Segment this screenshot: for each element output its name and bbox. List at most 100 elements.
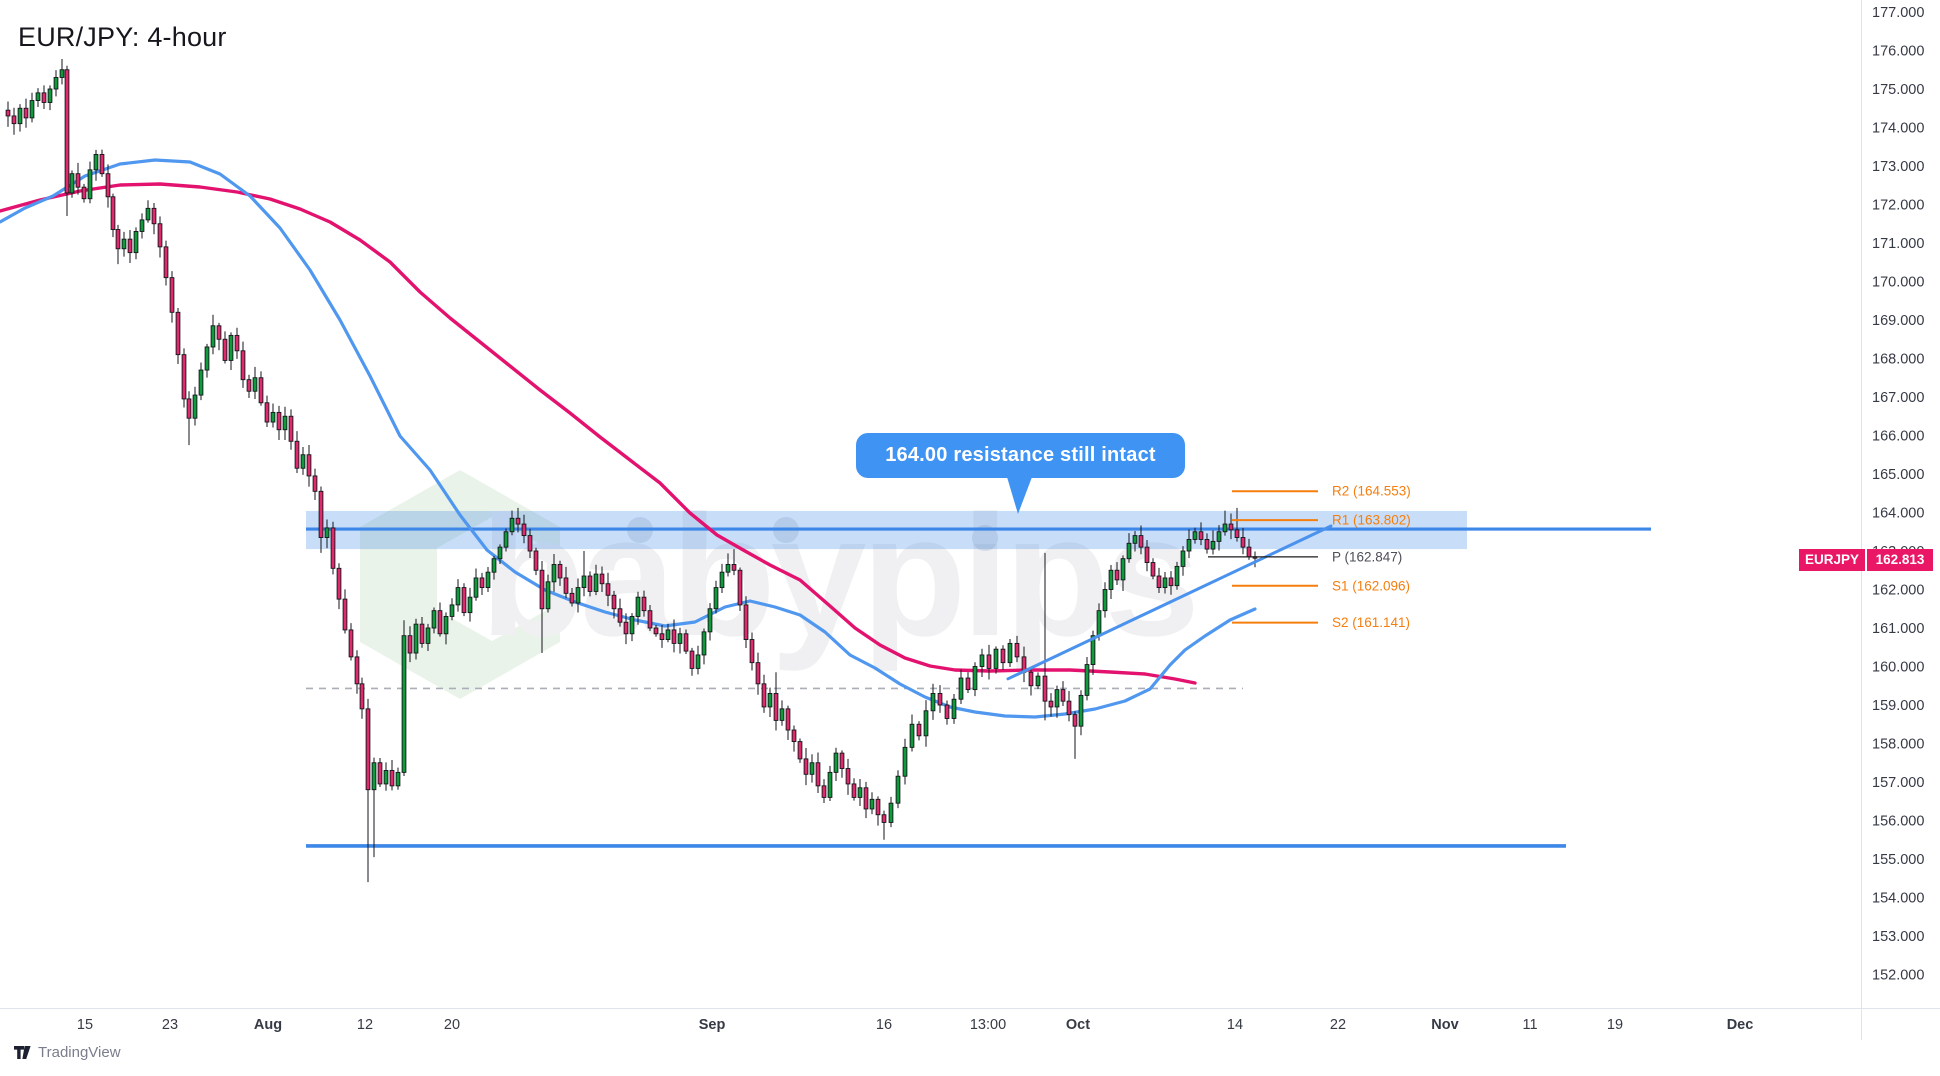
candle-down xyxy=(851,783,857,798)
candle-down xyxy=(761,683,767,708)
price-axis-tick[interactable]: 161.000 xyxy=(1872,621,1924,637)
time-axis-tick[interactable]: Aug xyxy=(254,1017,282,1033)
candle-down xyxy=(1228,523,1234,531)
price-axis-tick[interactable]: 174.000 xyxy=(1872,121,1924,137)
time-axis-tick[interactable]: 22 xyxy=(1330,1017,1346,1033)
time-axis-tick[interactable]: 23 xyxy=(162,1017,178,1033)
candle-down xyxy=(110,196,116,230)
price-axis-tick[interactable]: 159.000 xyxy=(1872,698,1924,714)
candle-down xyxy=(348,629,354,658)
candle-up xyxy=(1078,694,1084,727)
candle-up xyxy=(725,564,731,573)
price-axis-tick[interactable]: 170.000 xyxy=(1872,275,1924,291)
candle-up xyxy=(551,564,557,583)
drawing-handle[interactable] xyxy=(972,525,998,551)
candle-down xyxy=(216,325,222,340)
price-axis-tick[interactable]: 152.000 xyxy=(1872,968,1924,984)
candle-down xyxy=(64,69,70,194)
candle-up xyxy=(443,616,449,635)
candle-down xyxy=(617,608,623,623)
time-axis-tick[interactable]: 15 xyxy=(77,1017,93,1033)
candle-up xyxy=(35,92,41,101)
time-axis-tick[interactable]: Oct xyxy=(1066,1017,1090,1033)
price-axis-tick[interactable]: 166.000 xyxy=(1872,429,1924,445)
candle-down xyxy=(659,633,665,641)
price-axis-tick[interactable]: 168.000 xyxy=(1872,352,1924,368)
candle-up xyxy=(467,596,473,614)
candle-down xyxy=(1204,539,1210,550)
candle-down xyxy=(479,577,485,589)
candle-down xyxy=(1150,562,1156,577)
candle-up xyxy=(1108,569,1114,590)
time-axis-tick[interactable]: Sep xyxy=(699,1017,726,1033)
candle-up xyxy=(413,623,419,654)
time-axis-tick[interactable]: 14 xyxy=(1227,1017,1243,1033)
candle-down xyxy=(246,379,252,392)
price-axis-tick[interactable]: 165.000 xyxy=(1872,467,1924,483)
candle-down xyxy=(937,693,943,706)
candle-down xyxy=(623,621,629,635)
price-axis-tick[interactable]: 153.000 xyxy=(1872,929,1924,945)
candle-up xyxy=(473,577,479,598)
candle-up xyxy=(17,107,23,125)
candle-down xyxy=(181,354,187,400)
symbol-label: EURJPY xyxy=(1799,549,1866,571)
candle-down xyxy=(1028,671,1034,687)
price-axis-tick[interactable]: 156.000 xyxy=(1872,814,1924,830)
candle-up xyxy=(503,531,509,548)
time-axis-tick[interactable]: Dec xyxy=(1727,1017,1754,1033)
price-axis-tick[interactable]: 177.000 xyxy=(1872,5,1924,21)
candle-up xyxy=(204,346,210,371)
candle-up xyxy=(53,76,59,90)
candle-up xyxy=(665,629,671,640)
candle-up xyxy=(1054,689,1060,708)
candle-down xyxy=(127,238,133,254)
candle-up xyxy=(401,635,407,773)
page-title: EUR/JPY: 4-hour xyxy=(18,22,227,52)
candle-down xyxy=(342,598,348,631)
candle-up xyxy=(581,575,587,589)
price-axis-tick[interactable]: 172.000 xyxy=(1872,198,1924,214)
candle-down xyxy=(731,564,737,571)
candle-down xyxy=(749,639,755,664)
price-axis-tick[interactable]: 176.000 xyxy=(1872,44,1924,60)
candle-down xyxy=(539,569,545,610)
price-axis-tick[interactable]: 171.000 xyxy=(1872,236,1924,252)
candle-up xyxy=(719,571,725,589)
pivot-level-label: R2 (164.553) xyxy=(1332,484,1411,499)
price-axis-tick[interactable]: 160.000 xyxy=(1872,660,1924,676)
candle-up xyxy=(707,608,713,633)
price-axis-tick[interactable]: 167.000 xyxy=(1872,390,1924,406)
price-axis-tick[interactable]: 169.000 xyxy=(1872,313,1924,329)
candle-up xyxy=(139,219,145,232)
candle-up xyxy=(491,558,497,573)
candle-down xyxy=(157,223,163,248)
candle-down xyxy=(105,173,111,198)
time-axis-tick[interactable]: Nov xyxy=(1431,1017,1458,1033)
price-axis-tick[interactable]: 162.000 xyxy=(1872,583,1924,599)
price-axis-tick[interactable]: 154.000 xyxy=(1872,891,1924,907)
time-axis-tick[interactable]: 11 xyxy=(1522,1017,1537,1033)
candle-down xyxy=(186,398,192,419)
price-axis-tick[interactable]: 157.000 xyxy=(1872,775,1924,791)
candle-down xyxy=(1072,714,1078,727)
time-axis-tick[interactable]: 20 xyxy=(444,1017,460,1033)
tradingview-attribution[interactable]: TradingView xyxy=(14,1044,121,1061)
candle-up xyxy=(1186,539,1192,552)
candle-up xyxy=(1084,664,1090,696)
price-axis-tick[interactable]: 173.000 xyxy=(1872,159,1924,175)
price-axis-tick[interactable]: 158.000 xyxy=(1872,737,1924,753)
resistance-callout[interactable]: 164.00 resistance still intact xyxy=(856,433,1185,478)
price-axis-tick[interactable]: 175.000 xyxy=(1872,82,1924,98)
time-axis-tick[interactable]: 12 xyxy=(357,1017,373,1033)
time-axis-tick[interactable]: 13:00 xyxy=(970,1017,1006,1033)
price-axis-tick[interactable]: 164.000 xyxy=(1872,506,1924,522)
time-axis-tick[interactable]: 16 xyxy=(876,1017,892,1033)
rising-trendline[interactable] xyxy=(1006,524,1333,681)
candle-up xyxy=(923,710,929,737)
candle-up xyxy=(1090,635,1096,666)
price-axis-tick[interactable]: 155.000 xyxy=(1872,852,1924,868)
tradingview-logo-icon xyxy=(14,1045,31,1059)
time-axis-tick[interactable]: 19 xyxy=(1607,1017,1623,1033)
